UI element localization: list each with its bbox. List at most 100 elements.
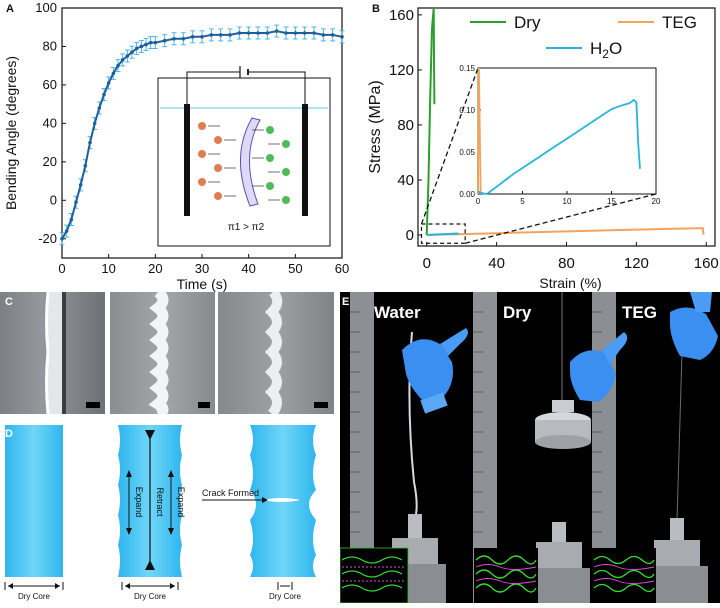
chart-a-ytick-label-5: 80 (43, 38, 57, 53)
photo-c2 (110, 292, 215, 414)
chart-a-point-28 (228, 33, 232, 37)
label-dry: Dry (503, 303, 532, 322)
hydrogel-fiber-wavy (110, 292, 215, 414)
inset-ion-anion-2 (266, 154, 274, 162)
chart-b-xtick-label-2: 80 (558, 255, 575, 272)
expand-label-left: Expand (134, 487, 144, 518)
chart-a-point-21 (163, 39, 167, 43)
chart-a-point-18 (144, 43, 148, 47)
chart-a-xtick-label-4: 40 (241, 261, 255, 276)
inset-ion-anion-4 (266, 182, 274, 190)
chart-a-point-0 (60, 237, 64, 241)
chart-a-inset: π1 > π2 (158, 66, 330, 246)
chart-a-xtick-label-3: 30 (195, 261, 209, 276)
panel-label-a: A (6, 3, 14, 15)
chart-b-xtick-label-3: 120 (624, 255, 649, 272)
inset-ion-cation-2 (198, 150, 206, 158)
chart-a-point-13 (121, 58, 125, 62)
chart-b-inset-ytick-label-3: 0.15 (459, 64, 475, 73)
inset-ion-cation-4 (198, 178, 206, 186)
photo-c3 (218, 292, 334, 414)
panel-c: C (0, 292, 338, 416)
dry-core-label-3: Dry Core (269, 592, 302, 601)
chart-a-ytick-label-0: -20 (38, 231, 57, 246)
chart-a-point-27 (219, 33, 223, 37)
chart-b-xtick-label-1: 40 (488, 255, 505, 272)
panel-d: D Expand Retract Expand Crack Formed (0, 420, 338, 603)
scale-bar-c2 (198, 402, 210, 408)
panel-label-b: B (372, 3, 380, 15)
photo-e: Water Dry TEG (340, 292, 720, 603)
chart-a-point-1 (65, 229, 69, 233)
glove-hand-3 (670, 292, 718, 360)
chart-b-inset-xtick-label-3: 15 (607, 197, 616, 206)
chart-b-inset-ytick-label-2: 0.10 (459, 106, 475, 115)
chart-a-point-11 (112, 72, 116, 76)
inset-electrode-right (302, 104, 308, 216)
retract-label: Retract (155, 487, 165, 517)
hydrogel-fiber-cracked (218, 292, 334, 414)
chart-b-inset-xtick-label-1: 5 (520, 197, 525, 206)
chart-a-point-20 (154, 41, 158, 45)
inset-ion-cation-1 (214, 136, 222, 144)
chart-a-point-12 (116, 64, 120, 68)
chart-a-point-22 (172, 37, 176, 41)
inset-ion-cation-0 (198, 122, 206, 130)
inset-annotation: π1 > π2 (228, 222, 265, 233)
panel-label-c: C (5, 296, 13, 308)
chart-a-point-39 (331, 33, 335, 37)
label-water: Water (374, 303, 421, 322)
chart-a-point-40 (340, 35, 344, 39)
panel-label-e: E (342, 296, 349, 308)
chart-b-ytick-label-0: 0 (406, 227, 414, 244)
chart-a-xtick-label-5: 50 (288, 261, 302, 276)
chart-a-xtick-label-6: 60 (335, 261, 349, 276)
expand-label-right: Expand (176, 487, 186, 518)
chart-a-xtick-label-2: 20 (148, 261, 162, 276)
chart-a-ytick-label-3: 40 (43, 115, 57, 130)
chart-b-ytick-label-2: 80 (397, 117, 414, 134)
chart-b-xtick-label-4: 160 (694, 255, 719, 272)
chart-a-point-34 (284, 31, 288, 35)
chart-b-inset-xtick-label-4: 20 (652, 197, 661, 206)
panel-e: Water Dry TEG E (340, 292, 720, 603)
structure-inset-teg (592, 548, 656, 603)
chart-a-point-31 (256, 31, 260, 35)
label-teg: TEG (622, 303, 657, 322)
chart-b-inset-xtick-label-0: 0 (476, 197, 481, 206)
chart-a-point-5 (84, 164, 88, 168)
chart-a-point-15 (130, 50, 134, 54)
weight-hook (535, 400, 591, 449)
chart-b-ytick-label-3: 120 (389, 62, 414, 79)
chart-a-ytick-label-4: 60 (43, 77, 57, 92)
chart-a-point-8 (98, 106, 102, 110)
chart-a-xtick-label-1: 10 (101, 261, 115, 276)
photo-c1 (0, 292, 105, 414)
chart-b-xlabel: Strain (%) (539, 275, 601, 291)
chart-b-ytick-label-4: 160 (389, 7, 414, 24)
chart-b-legend-label-teg: TEG (662, 13, 697, 32)
dry-core-label-1: Dry Core (18, 592, 51, 601)
chart-b-zoom-connector-bottom (465, 194, 656, 243)
chart-b-series-teg (427, 228, 704, 235)
chart-b-series-dry (427, 8, 435, 235)
inset-ion-anion-0 (266, 126, 274, 134)
chart-a-point-7 (93, 122, 97, 126)
chart-a-point-10 (107, 81, 111, 85)
chart-b-legend-label-dry: Dry (514, 13, 541, 32)
hydrogel-fiber-straight (0, 292, 105, 414)
dry-core-label-2: Dry Core (134, 592, 167, 601)
chart-a-ytick-label-1: 0 (50, 192, 57, 207)
inset-ion-anion-5 (282, 196, 290, 204)
chart-a-ytick-label-2: 20 (43, 154, 57, 169)
scale-bar-c1 (86, 402, 100, 408)
chart-b-inset-xtick-label-2: 10 (563, 197, 572, 206)
chart-a-point-17 (140, 45, 144, 49)
panel-label-d: D (5, 428, 13, 440)
chart-a-point-36 (303, 31, 307, 35)
chart-a-point-29 (238, 31, 242, 35)
inset-ion-cation-3 (214, 164, 222, 172)
